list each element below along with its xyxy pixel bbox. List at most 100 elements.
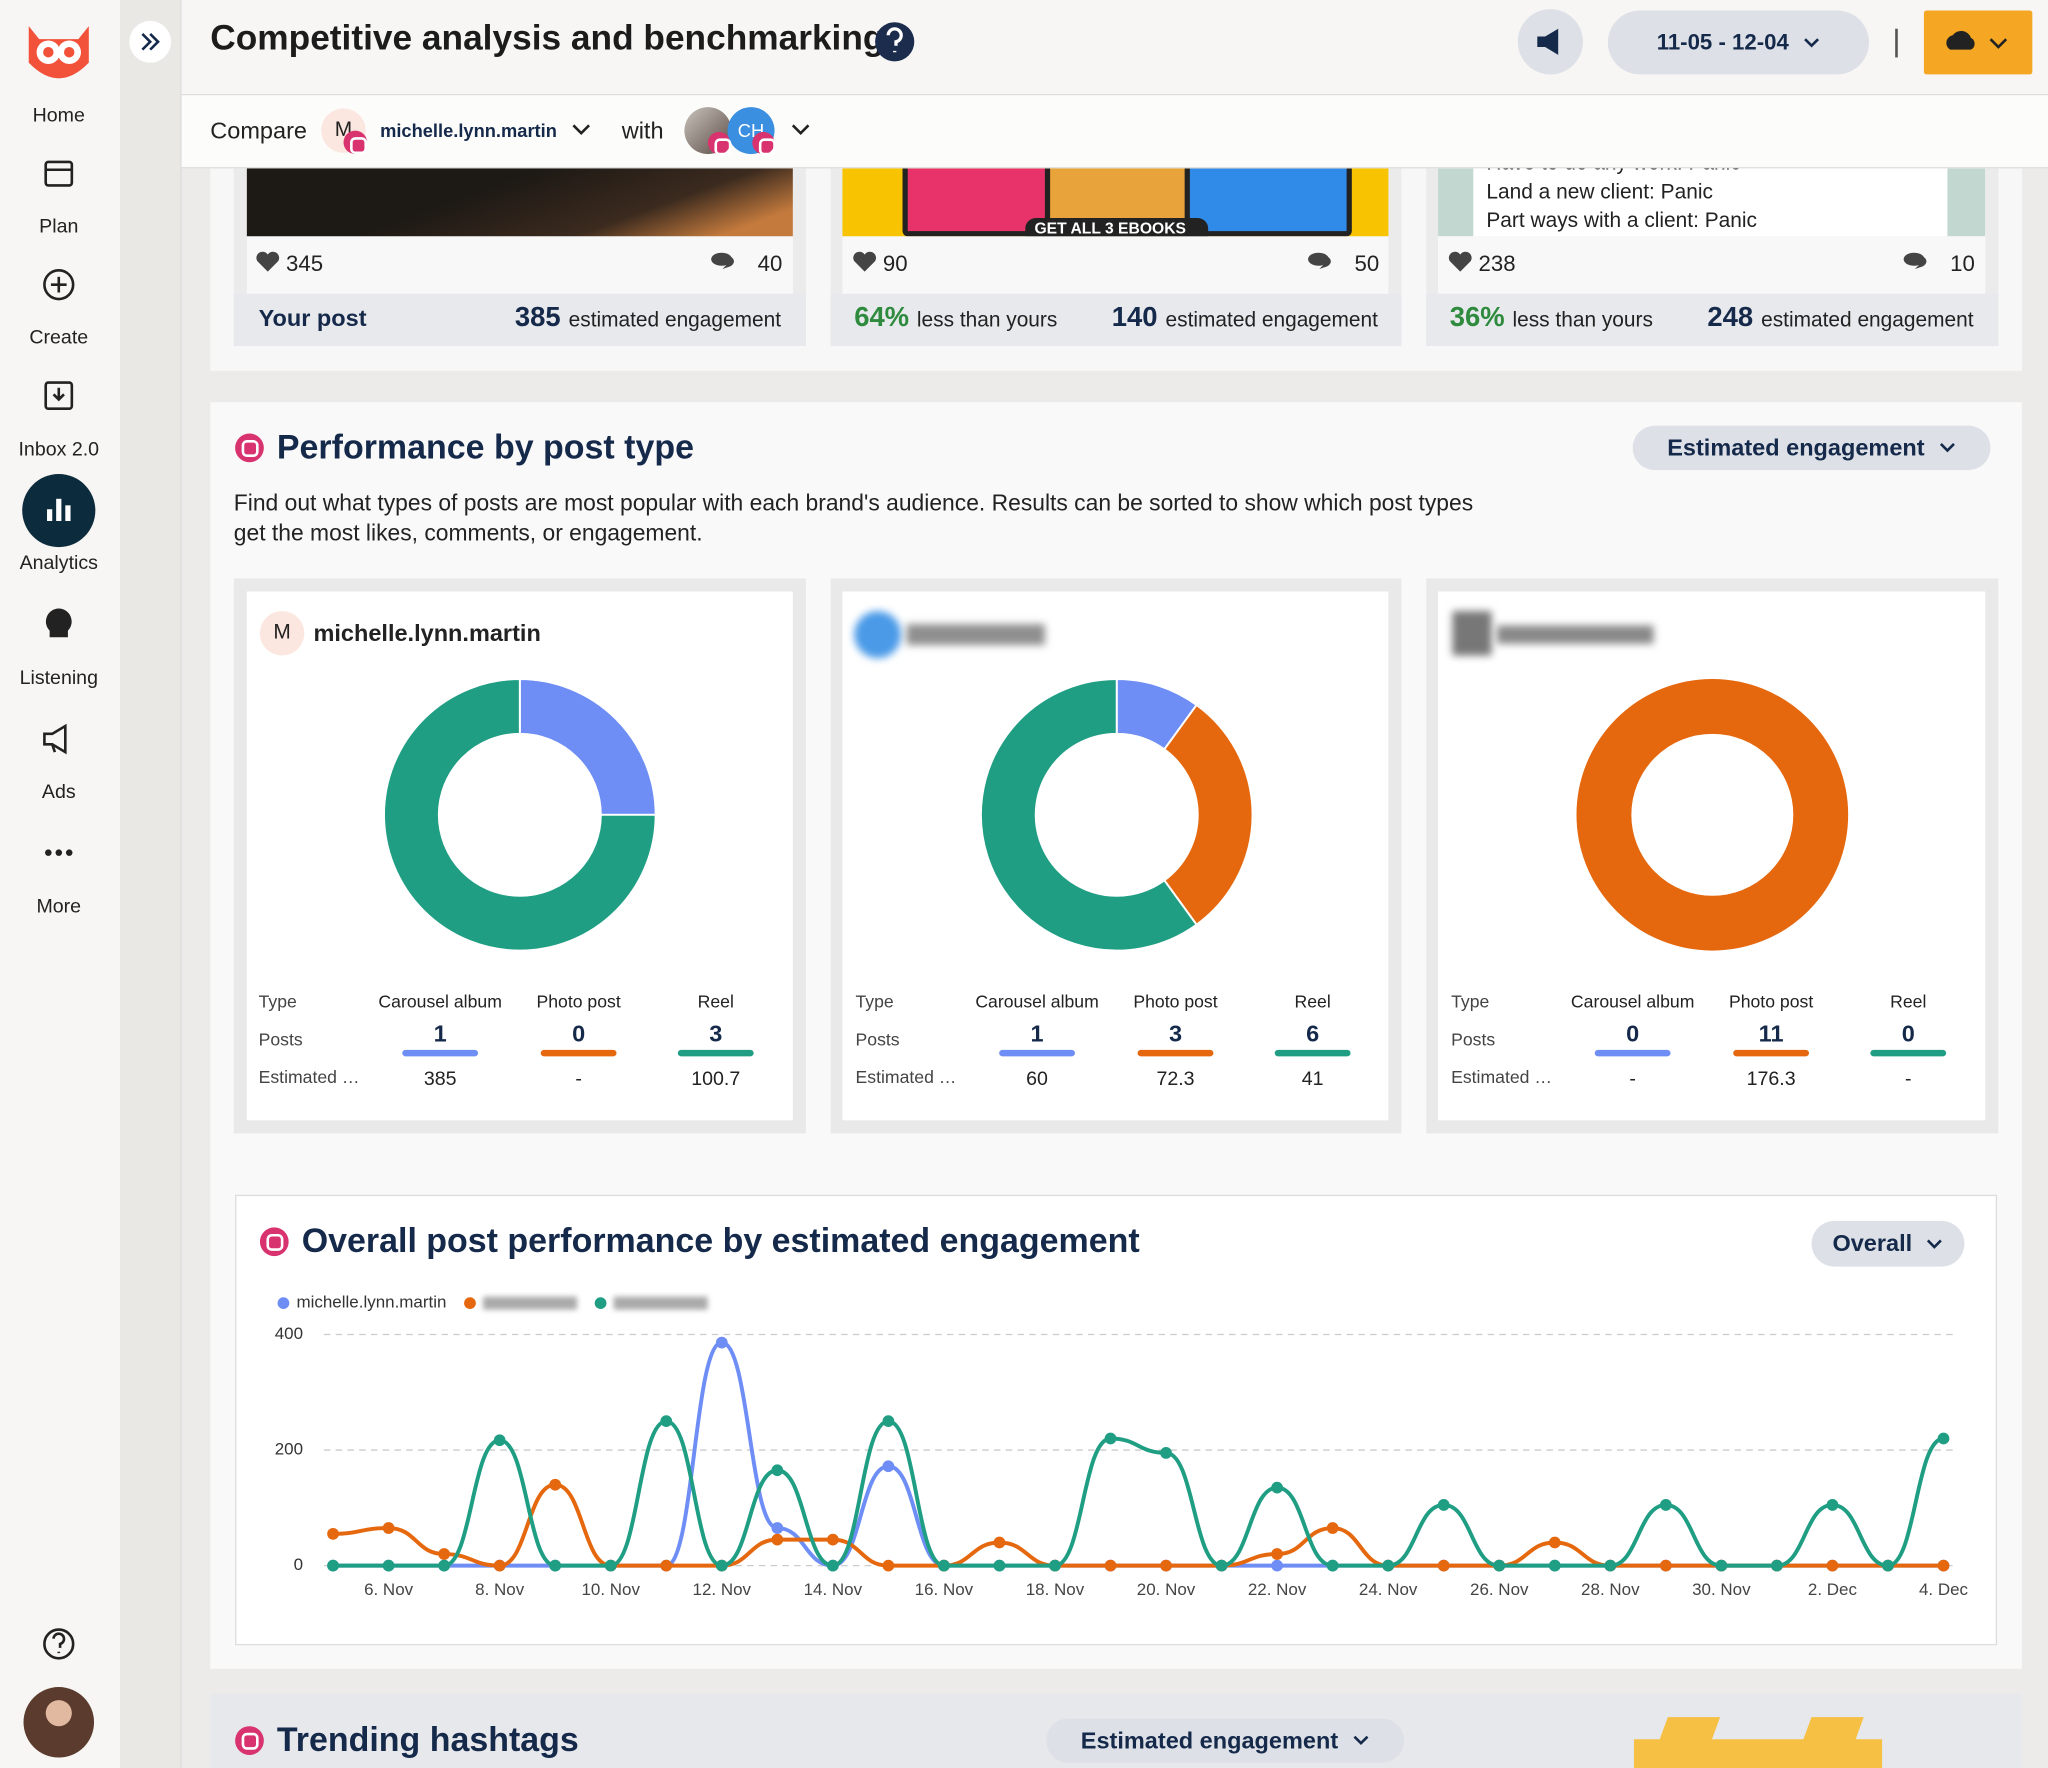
type-underline bbox=[540, 1049, 617, 1057]
data-point bbox=[1493, 1559, 1506, 1572]
data-point bbox=[493, 1434, 506, 1447]
nav-label: Analytics bbox=[20, 552, 99, 574]
sort-dropdown[interactable]: Estimated engagement bbox=[1046, 1718, 1405, 1763]
chevron bbox=[1352, 1735, 1368, 1746]
data-point bbox=[1548, 1536, 1561, 1549]
post-footer bbox=[1426, 293, 1999, 347]
data-point bbox=[1826, 1559, 1839, 1572]
series-line bbox=[333, 1340, 1944, 1568]
footer-label: Your post bbox=[259, 305, 367, 331]
estimated-value: 60 bbox=[1026, 1068, 1048, 1090]
data-point bbox=[1160, 1447, 1172, 1459]
data-point bbox=[1326, 1522, 1339, 1534]
data-point bbox=[1271, 1481, 1283, 1494]
post-image bbox=[246, 168, 793, 237]
heart-icon bbox=[256, 251, 280, 272]
difference-label: less than yours bbox=[917, 309, 1057, 332]
analytics-icon bbox=[47, 498, 71, 521]
type-label: Carousel album bbox=[1571, 991, 1694, 1011]
x-tick-label: 24. Nov bbox=[1359, 1580, 1418, 1599]
compare-label: Compare bbox=[210, 117, 307, 144]
donut-segment bbox=[979, 678, 1198, 952]
data-point bbox=[993, 1559, 1006, 1572]
type-label: Reel bbox=[1295, 991, 1331, 1011]
post-footer bbox=[233, 293, 806, 347]
x-tick-label: 8. Nov bbox=[475, 1580, 525, 1599]
data-point bbox=[882, 1415, 895, 1428]
engagement-value: 248 bbox=[1707, 301, 1753, 332]
chart-dropdown[interactable]: Overall bbox=[1811, 1220, 1965, 1267]
donut-segment bbox=[1162, 703, 1254, 927]
nav-label: More bbox=[36, 896, 81, 918]
x-tick-label: 18. Nov bbox=[1026, 1580, 1085, 1599]
chevron bbox=[1926, 1238, 1942, 1249]
sidebar-strip bbox=[120, 0, 182, 1768]
blurred-legend-label bbox=[483, 1296, 578, 1310]
sort-dropdown[interactable]: Estimated engagement bbox=[1632, 425, 1991, 471]
data-point bbox=[882, 1559, 895, 1572]
type-label: Photo post bbox=[1729, 991, 1813, 1011]
x-tick-label: 2. Dec bbox=[1808, 1580, 1858, 1599]
comment-icon bbox=[711, 252, 734, 269]
legend-dot bbox=[277, 1297, 290, 1310]
image-shape bbox=[1438, 168, 1474, 237]
posts-count: 11 bbox=[1759, 1021, 1784, 1047]
row-label: Type bbox=[856, 991, 894, 1011]
chart-card bbox=[235, 1194, 1998, 1646]
posts-count: 1 bbox=[1031, 1021, 1044, 1047]
data-point bbox=[1382, 1559, 1395, 1572]
date-range-button[interactable]: 11-05 - 12-04 bbox=[1607, 10, 1870, 75]
blurred-avatar bbox=[854, 611, 902, 659]
data-point bbox=[771, 1533, 784, 1546]
instagram-icon bbox=[235, 433, 264, 463]
x-tick-label: 6. Nov bbox=[364, 1580, 414, 1599]
chevron bbox=[1939, 443, 1955, 453]
row-label: Estimated … bbox=[1451, 1067, 1552, 1087]
blurred-name bbox=[906, 624, 1045, 646]
help-icon bbox=[886, 27, 903, 53]
chevron bbox=[1803, 37, 1819, 47]
posts-count: 0 bbox=[1626, 1021, 1639, 1047]
data-point bbox=[1326, 1559, 1339, 1572]
post-image: Have to do any work: Panic Land a new cl… bbox=[1438, 168, 1986, 237]
heart-icon bbox=[853, 251, 877, 272]
data-point bbox=[938, 1559, 950, 1572]
image-shape bbox=[1184, 168, 1352, 237]
image-shape bbox=[1947, 168, 1986, 237]
account-name: michelle.lynn.martin bbox=[313, 620, 541, 647]
x-tick-label: 20. Nov bbox=[1137, 1580, 1196, 1599]
caption-line: Land a new client: Panic bbox=[1486, 181, 1713, 204]
type-label: Carousel album bbox=[975, 991, 1098, 1011]
data-point bbox=[438, 1548, 451, 1560]
user-avatar-face bbox=[45, 1700, 72, 1727]
data-point bbox=[493, 1559, 506, 1572]
data-point bbox=[715, 1559, 728, 1572]
likes-count: 90 bbox=[883, 251, 908, 276]
type-underline bbox=[1137, 1049, 1214, 1057]
export-button[interactable] bbox=[1923, 10, 2033, 75]
data-point bbox=[604, 1559, 617, 1572]
section-title: Performance by post type bbox=[276, 426, 694, 467]
section-description: Find out what types of posts are most po… bbox=[233, 489, 1474, 546]
data-point bbox=[1937, 1432, 1950, 1445]
estimated-value: - bbox=[575, 1068, 582, 1090]
post-stats bbox=[246, 236, 793, 294]
instagram-icon bbox=[343, 130, 368, 155]
account-name[interactable]: michelle.lynn.martin bbox=[380, 120, 557, 142]
more-icon bbox=[45, 849, 73, 856]
type-label: Photo post bbox=[1133, 991, 1217, 1011]
nav-label: Plan bbox=[39, 215, 78, 237]
blurred-name bbox=[1496, 625, 1654, 644]
instagram-icon bbox=[707, 131, 732, 156]
data-point bbox=[327, 1559, 339, 1572]
instagram-icon bbox=[235, 1726, 264, 1755]
caption-line: Part ways with a client: Panic bbox=[1486, 210, 1757, 233]
chevron[interactable] bbox=[572, 124, 810, 136]
instagram-icon bbox=[259, 1227, 289, 1257]
engagement-value: 140 bbox=[1112, 301, 1158, 332]
comments-count: 40 bbox=[758, 251, 783, 276]
post-footer bbox=[830, 293, 1402, 347]
listening-icon bbox=[45, 608, 72, 642]
row-label: Type bbox=[1451, 991, 1489, 1011]
data-point bbox=[549, 1559, 562, 1572]
